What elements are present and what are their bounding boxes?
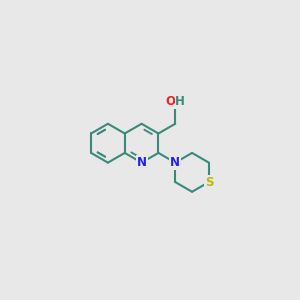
Text: N: N: [170, 156, 180, 169]
Text: N: N: [136, 156, 147, 169]
Text: S: S: [205, 176, 213, 189]
Text: H: H: [175, 95, 185, 108]
Text: O: O: [165, 95, 175, 108]
